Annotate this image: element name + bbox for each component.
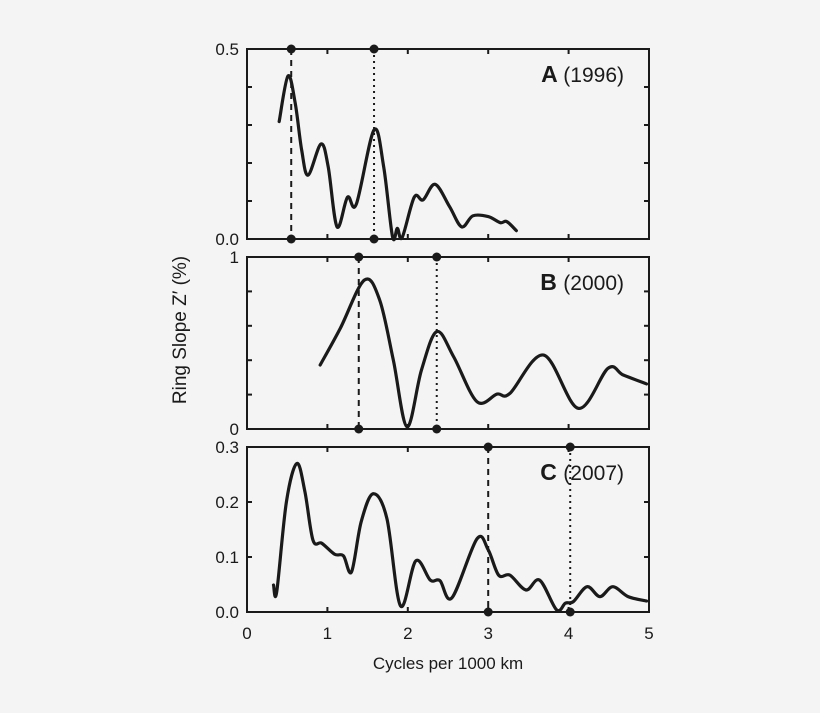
panel-label: C (2007) bbox=[540, 459, 624, 485]
x-tick-label: 3 bbox=[483, 624, 492, 643]
dotted-marker-line-top-dot bbox=[565, 442, 575, 452]
dashed-marker-line-bottom-dot bbox=[483, 607, 493, 617]
dotted-marker-line-top-dot bbox=[369, 44, 379, 54]
dotted-marker-line-bottom-dot bbox=[432, 424, 442, 434]
series-line bbox=[318, 277, 649, 429]
dashed-marker-line-top-dot bbox=[286, 44, 296, 54]
series-line bbox=[277, 74, 518, 242]
dotted-marker-line-bottom-dot bbox=[565, 607, 575, 617]
panel-year: (1996) bbox=[563, 64, 624, 87]
y-tick-label: 0.2 bbox=[215, 493, 239, 512]
panel-year: (2007) bbox=[563, 462, 624, 485]
y-tick-label: 0.5 bbox=[215, 40, 239, 59]
dashed-marker-line-bottom-dot bbox=[354, 424, 364, 434]
y-tick-label: 0.1 bbox=[215, 548, 239, 567]
panel-b: 0 1 B (2000) bbox=[230, 248, 650, 439]
x-tick-label: 1 bbox=[323, 624, 332, 643]
y-tick-label: 0.3 bbox=[215, 438, 239, 457]
panel-letter: A bbox=[541, 61, 563, 87]
y-tick-label: 1 bbox=[230, 248, 239, 267]
y-tick-label: 0.0 bbox=[215, 603, 239, 622]
x-tick-label: 2 bbox=[403, 624, 412, 643]
panel-frame bbox=[246, 256, 650, 430]
dashed-marker-line-bottom-dot bbox=[286, 234, 296, 244]
x-tick-label: 0 bbox=[242, 624, 251, 643]
panel-frame bbox=[246, 446, 650, 613]
x-axis-label: Cycles per 1000 km bbox=[373, 654, 523, 673]
panel-label: A (1996) bbox=[541, 61, 624, 87]
y-axis-label: Ring Slope Z′ (%) bbox=[170, 256, 191, 404]
series-line bbox=[271, 461, 649, 613]
dashed-marker-line-top-dot bbox=[483, 442, 493, 452]
dotted-marker-line-bottom-dot bbox=[369, 234, 379, 244]
panel-c: 0.0 0.1 0.2 0.3 C (2007) bbox=[215, 438, 650, 622]
panel-letter: B bbox=[540, 269, 563, 295]
x-tick-label: 4 bbox=[564, 624, 573, 643]
panel-year: (2000) bbox=[563, 272, 624, 295]
panel-letter: C bbox=[540, 459, 563, 485]
panel-label: B (2000) bbox=[540, 269, 624, 295]
y-tick-label: 0 bbox=[230, 420, 239, 439]
dotted-marker-line-top-dot bbox=[432, 252, 442, 262]
x-tick-label: 5 bbox=[644, 624, 653, 643]
y-tick-label: 0.0 bbox=[215, 230, 239, 249]
panel-a: 0.0 0.5 A (1996) bbox=[215, 40, 650, 249]
dashed-marker-line-top-dot bbox=[354, 252, 364, 262]
panel-frame bbox=[246, 48, 650, 240]
